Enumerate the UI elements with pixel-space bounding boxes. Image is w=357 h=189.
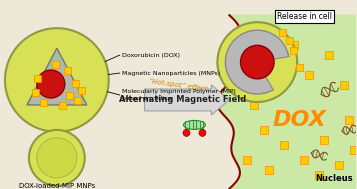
Bar [260, 126, 268, 134]
Bar [290, 47, 297, 54]
Bar [335, 161, 343, 169]
Text: Doxorubicin (DOX): Doxorubicin (DOX) [122, 53, 180, 58]
Ellipse shape [183, 120, 205, 129]
Text: DOX-loaded-MIP MNPs: DOX-loaded-MIP MNPs [19, 183, 95, 189]
Circle shape [183, 129, 190, 136]
Polygon shape [27, 48, 87, 105]
Bar [265, 36, 273, 44]
Text: Molecularly Imprinted Polymer (MIP)
based on  Silica: Molecularly Imprinted Polymer (MIP) base… [122, 89, 236, 101]
Circle shape [37, 138, 77, 178]
Bar [305, 71, 313, 79]
Bar [78, 87, 85, 94]
Bar [315, 171, 323, 179]
Circle shape [5, 28, 109, 132]
Bar [59, 102, 66, 109]
Circle shape [241, 45, 274, 79]
Text: Magnetic Nanoparticles (MNPs): Magnetic Nanoparticles (MNPs) [122, 70, 220, 76]
Bar [32, 89, 39, 96]
Bar [320, 136, 328, 144]
Bar [74, 97, 81, 104]
Text: DOX: DOX [272, 110, 326, 130]
Bar [52, 61, 59, 68]
Circle shape [217, 22, 297, 102]
Wedge shape [257, 56, 291, 91]
Bar [300, 156, 308, 164]
Bar [250, 101, 258, 109]
Bar [275, 61, 283, 69]
Text: Release in cell: Release in cell [277, 12, 332, 21]
Bar [350, 146, 357, 154]
Bar [40, 99, 47, 106]
Bar [286, 37, 293, 44]
Circle shape [29, 130, 85, 186]
Bar [296, 64, 303, 71]
Bar [280, 141, 288, 149]
Bar [279, 29, 286, 36]
Bar [290, 41, 298, 49]
Bar [72, 80, 79, 87]
Bar [243, 156, 251, 164]
Polygon shape [216, 15, 356, 189]
Circle shape [199, 129, 206, 136]
Circle shape [225, 30, 289, 94]
Text: “Hot-spot” effect: “Hot-spot” effect [148, 78, 207, 92]
Bar [34, 75, 41, 82]
Text: Alternating Magnetic Field: Alternating Magnetic Field [119, 95, 246, 105]
Text: Nucleus: Nucleus [315, 174, 353, 183]
Bar [240, 51, 248, 59]
FancyArrow shape [145, 85, 229, 115]
Bar [265, 166, 273, 174]
Bar [340, 81, 348, 89]
Circle shape [37, 70, 65, 98]
Bar [255, 76, 263, 84]
Bar [345, 116, 353, 124]
Bar [66, 92, 73, 99]
Bar [64, 67, 71, 74]
Bar [325, 51, 333, 59]
